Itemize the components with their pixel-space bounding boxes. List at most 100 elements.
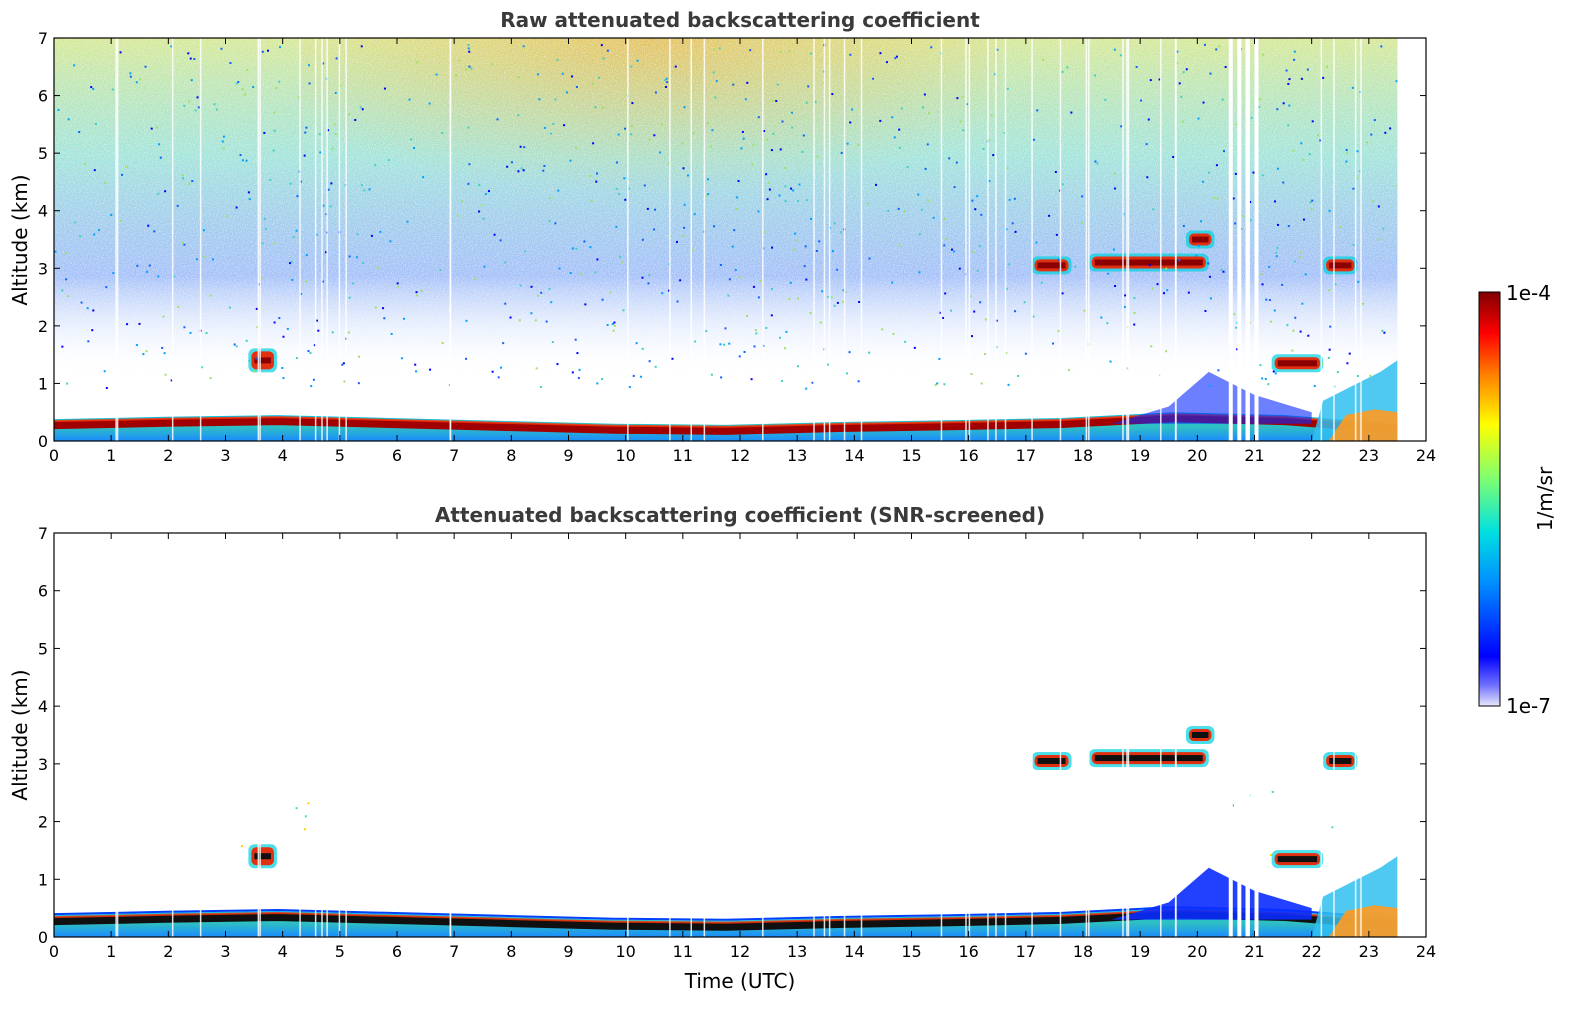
missing-profile-stripe bbox=[968, 533, 971, 937]
missing-profile-gap bbox=[1254, 38, 1259, 441]
y-tick-label: 0 bbox=[38, 432, 48, 451]
x-tick-label: 10 bbox=[615, 446, 635, 465]
missing-profile-stripe bbox=[299, 533, 301, 937]
missing-profile-stripe bbox=[1004, 533, 1007, 937]
screened-panel-title: Attenuated backscattering coefficient (S… bbox=[435, 503, 1045, 527]
x-tick-label: 4 bbox=[278, 446, 288, 465]
missing-profile-stripe bbox=[345, 38, 347, 441]
x-tick-label: 24 bbox=[1416, 942, 1436, 961]
colorbar-unit-label: 1/m/sr bbox=[1533, 466, 1557, 531]
missing-profile-stripe bbox=[965, 38, 967, 441]
y-tick-label: 6 bbox=[38, 582, 48, 601]
missing-profile-stripe bbox=[987, 533, 989, 937]
missing-profile-stripe bbox=[1059, 533, 1062, 937]
no-data-region bbox=[1397, 533, 1426, 937]
missing-profile-stripe bbox=[1122, 38, 1124, 441]
y-tick-label: 4 bbox=[38, 202, 48, 221]
missing-profile-stripe bbox=[1333, 38, 1335, 441]
missing-profile-stripe bbox=[995, 533, 997, 937]
raw-x-axis: 0 1 2 3 4 5 6 7 8 9 10 11 12 13 14 15 16 17 18 19 20 21 22 23 24 bbox=[49, 38, 1436, 465]
missing-profile-stripe bbox=[115, 38, 117, 441]
x-tick-label: 4 bbox=[278, 942, 288, 961]
missing-profile-stripe bbox=[1360, 38, 1362, 441]
missing-profile-stripe bbox=[257, 38, 260, 441]
screened-backscatter-panel: Attenuated backscattering coefficient (S… bbox=[8, 503, 1436, 993]
missing-profile-stripe bbox=[669, 533, 671, 937]
missing-profile-stripe bbox=[860, 38, 863, 441]
diffuse-aerosol-layer bbox=[1111, 867, 1312, 920]
late-surface-aerosol bbox=[1328, 905, 1398, 937]
cloud-3km-c-core bbox=[1329, 757, 1352, 764]
missing-profile-stripe bbox=[703, 38, 706, 441]
missing-profile-stripe bbox=[1160, 533, 1162, 937]
missing-profile-stripe bbox=[449, 533, 452, 937]
missing-profile-stripe bbox=[627, 38, 629, 441]
missing-profile-stripe bbox=[627, 533, 629, 937]
missing-profile-stripe bbox=[1126, 533, 1128, 937]
missing-profile-stripe bbox=[940, 38, 943, 441]
missing-profile-gap bbox=[1237, 38, 1242, 441]
x-tick-label: 19 bbox=[1130, 942, 1150, 961]
x-tick-label: 12 bbox=[730, 942, 750, 961]
x-tick-label: 9 bbox=[563, 942, 573, 961]
missing-profile-stripe bbox=[299, 38, 301, 441]
x-tick-label: 16 bbox=[958, 942, 978, 961]
cloud-3km-b-core bbox=[1094, 259, 1203, 266]
y-tick-label: 2 bbox=[38, 813, 48, 832]
missing-profile-stripe bbox=[116, 533, 119, 937]
missing-profile-stripe bbox=[860, 533, 863, 937]
missing-profile-stripe bbox=[1333, 533, 1335, 937]
x-tick-label: 1 bbox=[106, 446, 116, 465]
x-tick-label: 24 bbox=[1416, 446, 1436, 465]
missing-profile-stripe bbox=[762, 38, 764, 441]
y-tick-label: 1 bbox=[38, 374, 48, 393]
x-tick-label: 0 bbox=[49, 942, 59, 961]
y-tick-label: 3 bbox=[38, 755, 48, 774]
x-tick-label: 7 bbox=[449, 942, 459, 961]
missing-profile-stripe bbox=[326, 533, 328, 937]
missing-profile-stripe bbox=[1085, 38, 1088, 441]
missing-profile-gap bbox=[1245, 38, 1250, 441]
missing-profile-stripe bbox=[1174, 533, 1177, 937]
cloud-3km-a-core bbox=[1037, 757, 1066, 764]
missing-profile-stripe bbox=[1174, 38, 1177, 441]
missing-profile-stripe bbox=[1354, 38, 1357, 441]
missing-profile-stripe bbox=[1031, 533, 1033, 937]
y-tick-label: 5 bbox=[38, 639, 48, 658]
missing-profile-stripe bbox=[199, 533, 202, 937]
aerosol-1.4km-core bbox=[254, 853, 271, 860]
x-tick-label: 20 bbox=[1187, 446, 1207, 465]
missing-profile-stripe bbox=[259, 533, 261, 937]
missing-profile-stripe bbox=[1059, 38, 1062, 441]
x-tick-label: 16 bbox=[958, 446, 978, 465]
x-tick-label: 7 bbox=[449, 446, 459, 465]
missing-profile-stripe bbox=[326, 38, 328, 441]
missing-profile-stripe bbox=[843, 38, 846, 441]
cloud-3km-b-core bbox=[1094, 755, 1203, 762]
y-tick-label: 7 bbox=[38, 29, 48, 48]
x-tick-label: 0 bbox=[49, 446, 59, 465]
x-tick-label: 8 bbox=[506, 446, 516, 465]
x-tick-label: 17 bbox=[1016, 942, 1036, 961]
x-tick-label: 11 bbox=[673, 446, 693, 465]
missing-profile-stripe bbox=[345, 533, 347, 937]
missing-profile-stripe bbox=[1360, 533, 1362, 937]
missing-profile-stripe bbox=[449, 38, 452, 441]
missing-profile-stripe bbox=[703, 533, 706, 937]
x-tick-label: 9 bbox=[563, 446, 573, 465]
missing-profile-stripe bbox=[828, 38, 831, 441]
x-tick-label: 18 bbox=[1073, 446, 1093, 465]
x-tick-label: 18 bbox=[1073, 942, 1093, 961]
missing-profile-stripe bbox=[259, 38, 261, 441]
x-tick-label: 21 bbox=[1244, 942, 1264, 961]
missing-profile-stripe bbox=[843, 533, 846, 937]
x-tick-label: 5 bbox=[335, 942, 345, 961]
missing-profile-stripe bbox=[338, 533, 341, 937]
missing-profile-gap bbox=[1228, 38, 1233, 441]
cloud-1.3km-core bbox=[1277, 856, 1318, 863]
missing-profile-gap bbox=[1245, 533, 1250, 937]
colorbar-gradient bbox=[1478, 291, 1501, 707]
x-tick-label: 14 bbox=[844, 942, 864, 961]
x-tick-label: 20 bbox=[1187, 942, 1207, 961]
